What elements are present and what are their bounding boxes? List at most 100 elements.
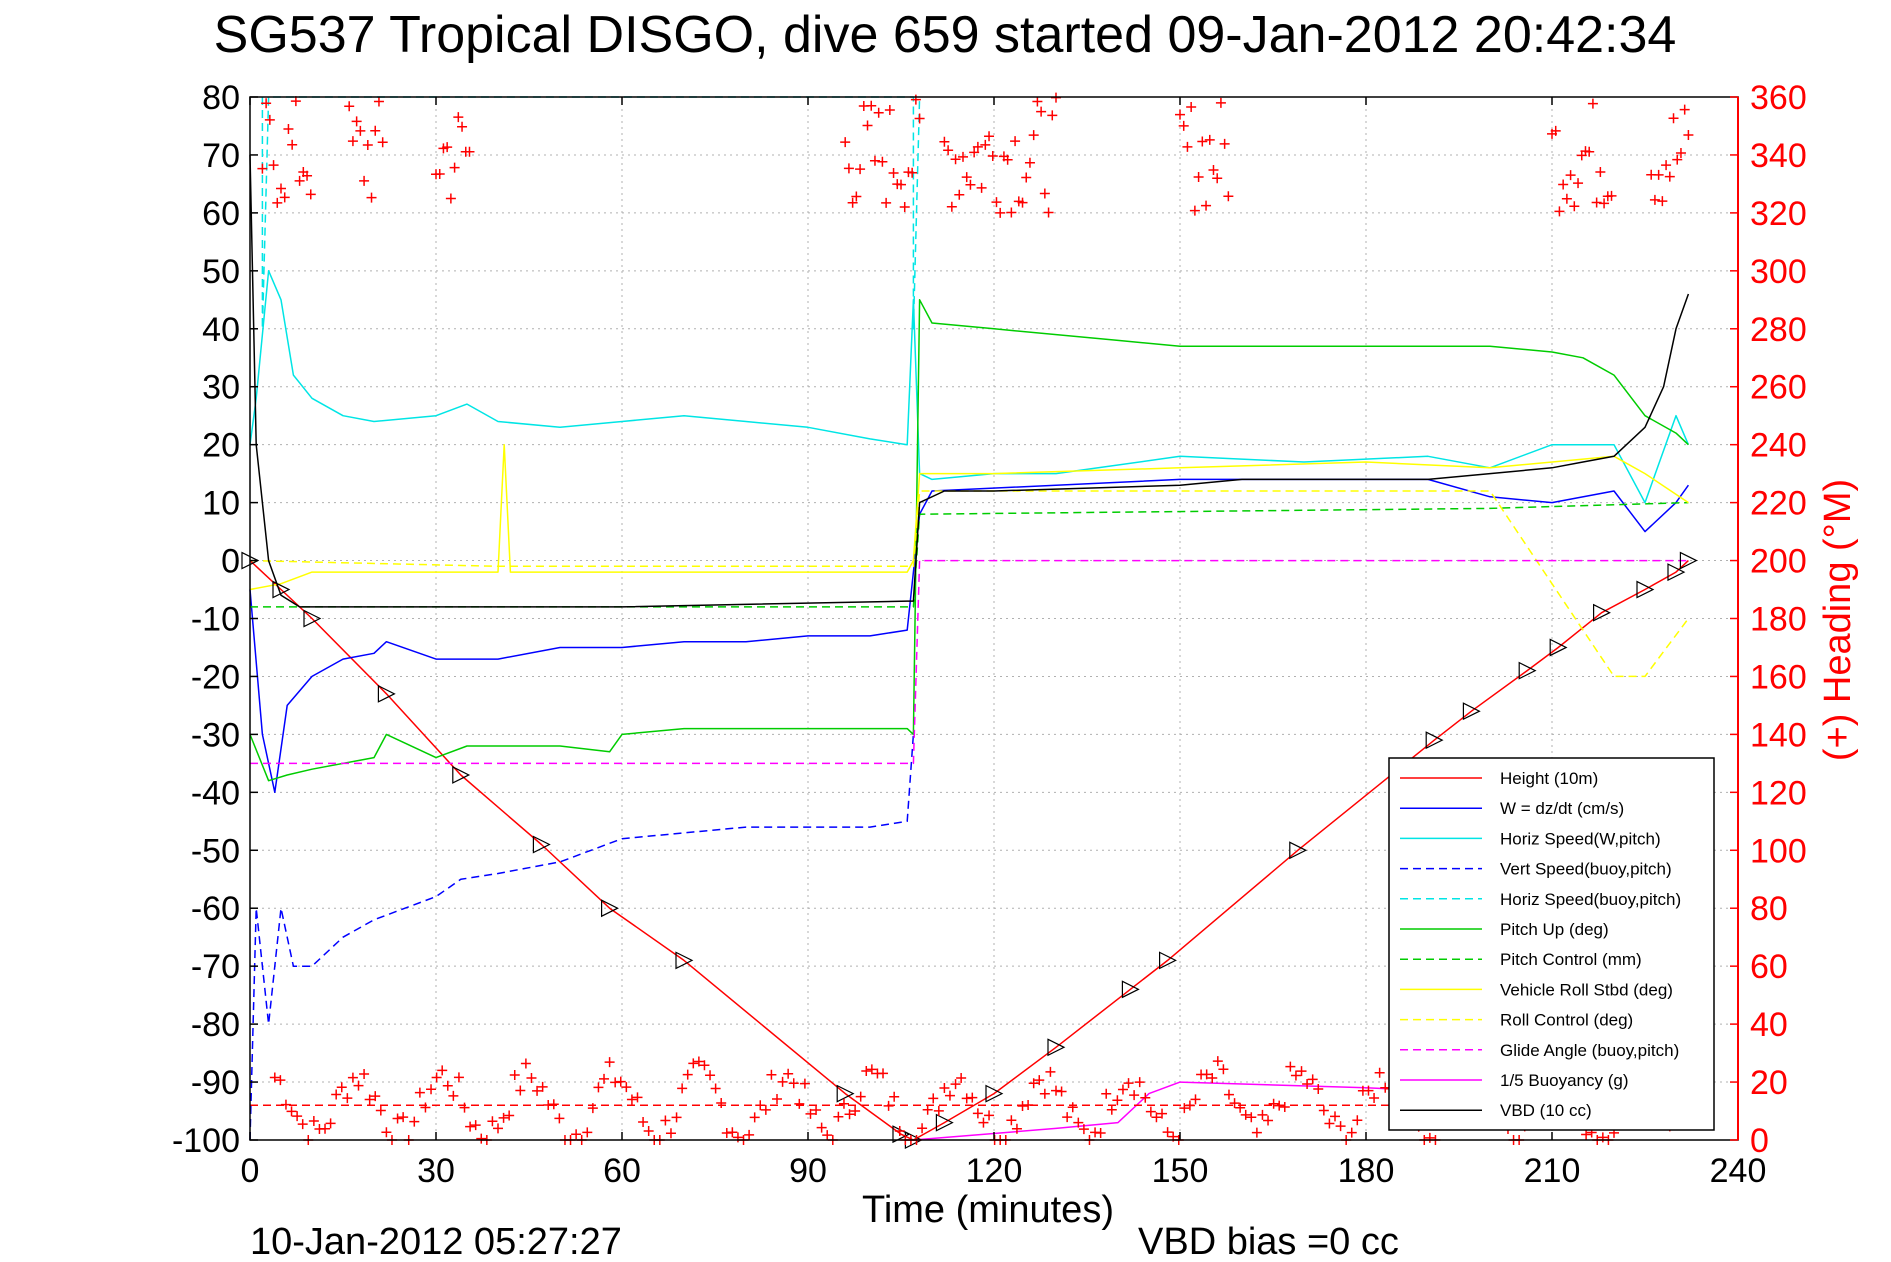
heading-marker — [1134, 1077, 1145, 1088]
heading-marker — [632, 1092, 643, 1103]
heading-marker — [1204, 134, 1215, 145]
heading-marker — [599, 1073, 610, 1084]
heading-marker — [1006, 1115, 1017, 1126]
heading-marker — [1661, 160, 1672, 171]
heading-marker — [279, 192, 290, 203]
heading-marker — [1595, 167, 1606, 178]
y-tick-label: -70 — [191, 948, 240, 986]
heading-marker — [1024, 157, 1035, 168]
heading-marker — [1251, 1127, 1262, 1138]
right-tick-label: 360 — [1750, 79, 1807, 117]
heading-marker — [943, 145, 954, 156]
heading-marker — [917, 1123, 928, 1134]
heading-marker — [1182, 141, 1193, 152]
heading-marker — [1215, 97, 1226, 108]
heading-marker — [593, 1082, 604, 1093]
heading-marker — [261, 98, 272, 109]
heading-marker — [978, 1117, 989, 1128]
heading-marker — [961, 1093, 972, 1104]
heading-marker — [969, 147, 980, 158]
heading-marker — [347, 1072, 358, 1083]
heading-marker — [878, 1068, 889, 1079]
heading-marker — [944, 1090, 955, 1101]
heading-marker — [1190, 1094, 1201, 1105]
heading-marker — [453, 1072, 464, 1083]
heading-marker — [1363, 1085, 1374, 1096]
series-line-roll_ctrl — [249, 490, 1690, 678]
legend-label-height: Height (10m) — [1500, 769, 1598, 788]
heading-marker — [677, 1083, 688, 1094]
heading-marker — [398, 1112, 409, 1123]
heading-marker — [1223, 1089, 1234, 1100]
heading-marker — [1335, 1121, 1346, 1132]
legend-box — [1388, 757, 1715, 1131]
series-line-vert_buoy — [249, 734, 915, 1141]
right-tick-label: 240 — [1750, 427, 1807, 465]
y-tick-label: 40 — [202, 311, 240, 349]
heading-marker — [1324, 1118, 1335, 1129]
heading-marker — [453, 112, 464, 123]
heading-marker — [377, 137, 388, 148]
height-marker — [1667, 563, 1686, 582]
heading-marker — [582, 1127, 593, 1138]
legend-label-vbd: VBD (10 cc) — [1500, 1101, 1592, 1120]
height-marker — [1636, 580, 1655, 599]
heading-marker — [1140, 1092, 1151, 1103]
heading-marker — [862, 120, 873, 131]
legend-label-glide: Glide Angle (buoy,pitch) — [1500, 1041, 1679, 1060]
y-tick-label: -90 — [191, 1064, 240, 1102]
heading-marker — [283, 123, 294, 134]
heading-marker — [355, 125, 366, 136]
heading-marker — [532, 1085, 543, 1096]
heading-marker — [1208, 164, 1219, 175]
heading-marker — [464, 146, 475, 157]
heading-marker — [1011, 1123, 1022, 1134]
heading-marker — [297, 1119, 308, 1130]
heading-marker — [984, 1110, 995, 1121]
heading-marker — [939, 136, 950, 147]
heading-marker — [1028, 1078, 1039, 1089]
heading-marker — [861, 1066, 872, 1077]
heading-marker — [972, 1108, 983, 1119]
heading-marker — [889, 1091, 900, 1102]
x-tick-label: 0 — [241, 1152, 260, 1190]
heading-marker — [961, 172, 972, 183]
heading-marker — [950, 154, 961, 165]
heading-marker — [1062, 1112, 1073, 1123]
heading-marker — [822, 1130, 833, 1141]
heading-marker — [732, 1132, 743, 1143]
heading-marker — [1683, 130, 1694, 141]
heading-marker — [1043, 207, 1054, 218]
heading-marker — [946, 201, 957, 212]
height-marker — [675, 951, 694, 970]
heading-marker — [1296, 1066, 1307, 1077]
heading-marker — [643, 1125, 654, 1136]
heading-marker — [855, 164, 866, 175]
heading-marker — [1302, 1079, 1313, 1090]
heading-marker — [1240, 1109, 1251, 1120]
heading-marker — [638, 1116, 649, 1127]
heading-marker — [772, 1094, 782, 1105]
right-tick-label: 320 — [1750, 195, 1807, 233]
right-tick-label: 100 — [1750, 832, 1807, 870]
heading-marker — [359, 175, 370, 186]
right-tick-label: 340 — [1750, 137, 1807, 175]
heading-marker — [320, 1123, 331, 1134]
y-tick-label: 70 — [202, 137, 240, 175]
heading-marker — [1017, 1101, 1028, 1112]
heading-marker — [682, 1069, 693, 1080]
right-tick-label: 120 — [1750, 774, 1807, 812]
heading-marker — [1207, 1072, 1218, 1083]
heading-marker — [1045, 1066, 1056, 1077]
legend: Height (10m) W = dz/dt (cm/s) Horiz Speed(… — [1388, 757, 1715, 1131]
height-marker — [1462, 702, 1481, 721]
heading-marker — [688, 1058, 699, 1069]
heading-marker — [840, 137, 851, 148]
heading-marker — [487, 1116, 498, 1127]
heading-marker — [1424, 1132, 1435, 1143]
heading-marker — [610, 1077, 621, 1088]
heading-marker — [476, 1133, 487, 1144]
heading-marker — [1279, 1101, 1290, 1112]
x-axis-label: Time (minutes) — [862, 1189, 1114, 1231]
heading-marker — [449, 162, 460, 173]
